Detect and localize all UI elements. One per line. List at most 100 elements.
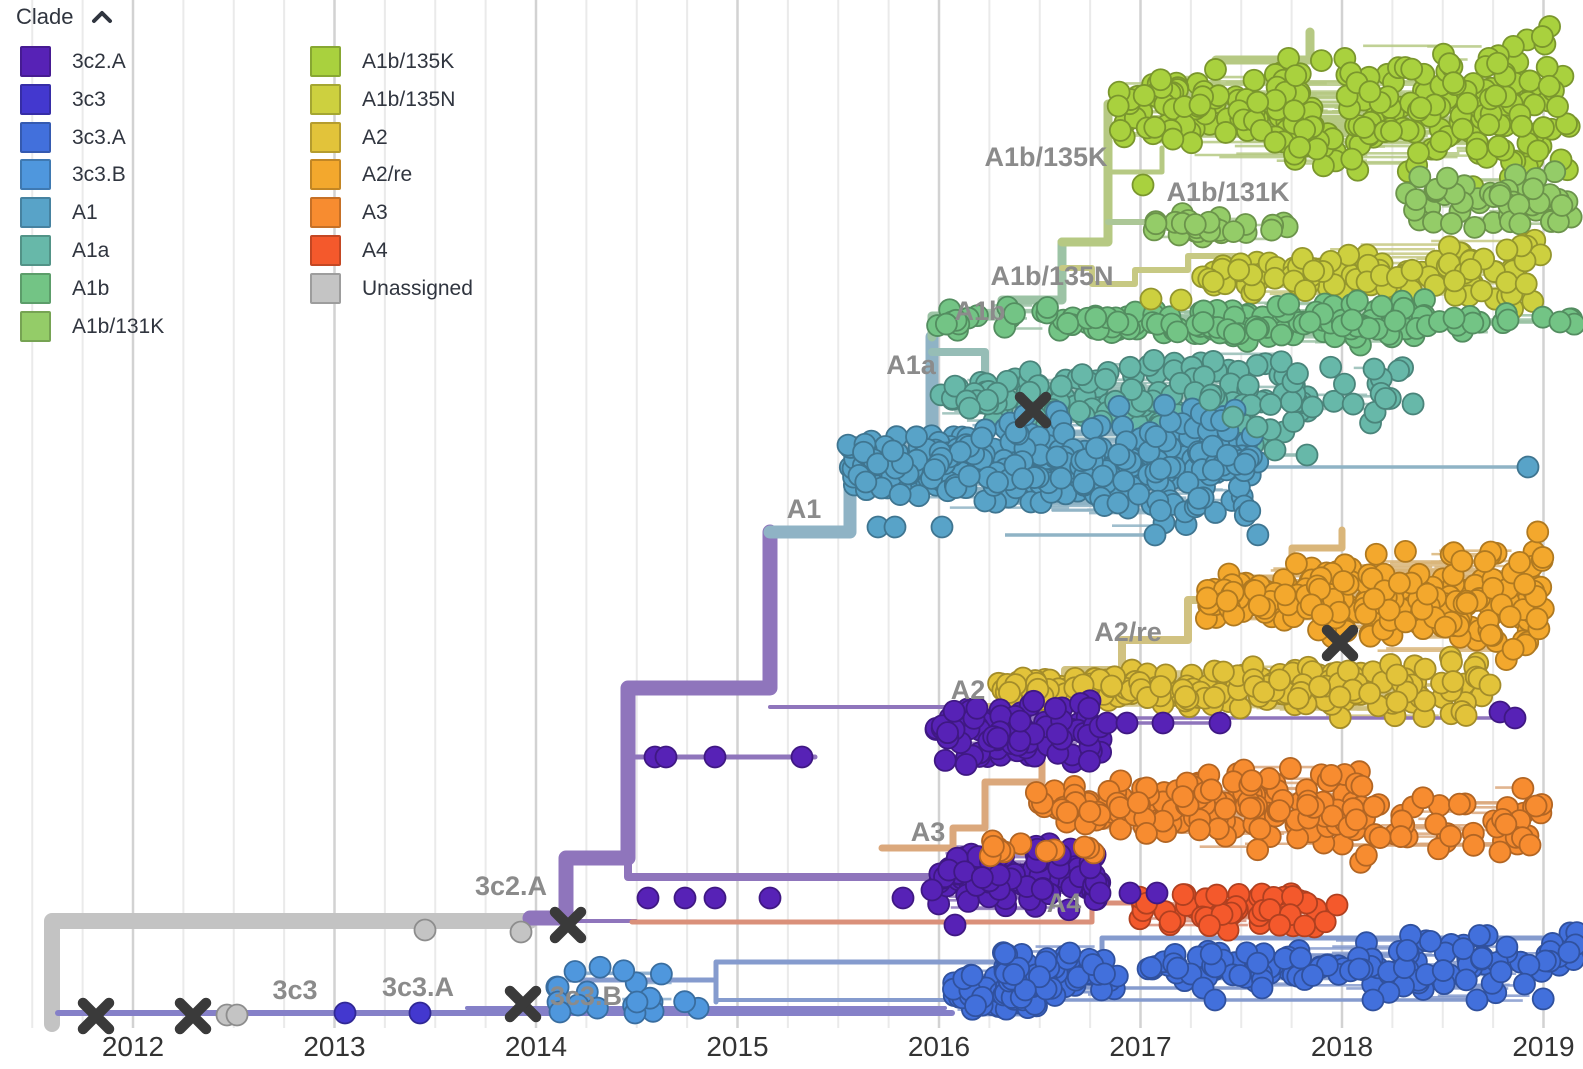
tip[interactable]: [1530, 25, 1554, 48]
tip[interactable]: [1174, 685, 1197, 709]
tip[interactable]: [1107, 443, 1131, 467]
tip[interactable]: [1072, 472, 1096, 495]
tip[interactable]: [1195, 586, 1219, 610]
tip[interactable]: [1208, 711, 1232, 735]
legend-item-label[interactable]: 3c3: [72, 87, 106, 111]
tip[interactable]: [1411, 786, 1435, 810]
tip[interactable]: [1537, 74, 1561, 98]
legend-item-label[interactable]: A1b/131K: [72, 314, 165, 338]
tip[interactable]: [1171, 785, 1195, 809]
tip[interactable]: [1246, 838, 1270, 862]
tip[interactable]: [881, 439, 905, 463]
tip[interactable]: [1302, 259, 1326, 283]
tip[interactable]: [1374, 387, 1397, 410]
tip[interactable]: [1489, 960, 1513, 984]
tip[interactable]: [413, 918, 437, 942]
tip[interactable]: [1106, 310, 1130, 334]
tip[interactable]: [1228, 964, 1252, 987]
tip[interactable]: [1270, 323, 1293, 347]
tip[interactable]: [1115, 711, 1139, 735]
tip[interactable]: [1108, 119, 1132, 142]
tip[interactable]: [1171, 883, 1195, 906]
tip[interactable]: [943, 913, 967, 937]
legend-item-label[interactable]: A1b/135N: [362, 87, 456, 111]
tip[interactable]: [1455, 591, 1479, 615]
tip[interactable]: [1056, 312, 1080, 335]
tip[interactable]: [1454, 968, 1478, 992]
legend-swatch-A2[interactable]: [310, 121, 341, 153]
tip[interactable]: [1286, 686, 1310, 710]
tip[interactable]: [1247, 594, 1271, 618]
tip[interactable]: [1198, 388, 1222, 412]
tip[interactable]: [1333, 372, 1356, 396]
tip[interactable]: [758, 886, 782, 910]
tip[interactable]: [1131, 173, 1155, 197]
trunk-branch-Unassigned[interactable]: [44, 913, 538, 1032]
tip[interactable]: [1288, 135, 1311, 159]
clade-label-A1b/135N[interactable]: A1b/135N: [990, 261, 1113, 291]
tip[interactable]: [649, 962, 673, 986]
tip[interactable]: [970, 426, 994, 450]
tip[interactable]: [993, 942, 1017, 966]
tip[interactable]: [1487, 134, 1510, 158]
tip[interactable]: [673, 886, 697, 910]
tip[interactable]: [333, 1001, 357, 1025]
tip[interactable]: [1486, 51, 1509, 75]
tip[interactable]: [1142, 348, 1166, 372]
legend-swatch-3c3.B[interactable]: [20, 159, 51, 191]
tip[interactable]: [1120, 378, 1143, 401]
tip[interactable]: [1524, 794, 1548, 818]
tip[interactable]: [1431, 959, 1455, 982]
tip[interactable]: [1112, 469, 1136, 493]
clade-label-A2/re[interactable]: A2/re: [1094, 617, 1162, 647]
tip[interactable]: [1347, 957, 1371, 981]
tip[interactable]: [1463, 215, 1487, 239]
tip[interactable]: [1002, 963, 1026, 986]
tip[interactable]: [1433, 615, 1457, 639]
tip[interactable]: [1419, 929, 1442, 953]
tip[interactable]: [1187, 486, 1211, 510]
clade-label-A1b/131K[interactable]: A1b/131K: [1166, 177, 1290, 207]
clade-label-3c2.A[interactable]: 3c2.A: [475, 871, 547, 901]
tip[interactable]: [933, 749, 957, 772]
tip[interactable]: [1118, 881, 1142, 905]
tip[interactable]: [1188, 93, 1212, 117]
tip[interactable]: [1003, 302, 1026, 326]
trunk-branch-A4[interactable]: [629, 900, 1145, 925]
tip[interactable]: [1008, 709, 1032, 733]
tip[interactable]: [1409, 96, 1433, 120]
tip[interactable]: [854, 470, 878, 494]
legend-item-label[interactable]: A1: [72, 201, 98, 225]
tip[interactable]: [1429, 130, 1453, 153]
tip[interactable]: [1212, 660, 1235, 684]
tip[interactable]: [1144, 212, 1168, 236]
legend-item-label[interactable]: 3c2.A: [72, 50, 126, 73]
tip[interactable]: [1336, 659, 1360, 683]
tip[interactable]: [1088, 881, 1112, 905]
tip[interactable]: [1246, 951, 1270, 975]
tip[interactable]: [1516, 455, 1540, 479]
clade-label-A1a[interactable]: A1a: [886, 350, 937, 380]
legend-item-label[interactable]: A2: [362, 125, 388, 149]
tip[interactable]: [1153, 393, 1176, 417]
tip[interactable]: [1440, 212, 1463, 235]
tip[interactable]: [1221, 405, 1245, 429]
tip[interactable]: [1488, 840, 1512, 864]
tip[interactable]: [1240, 769, 1264, 793]
legend-item-label[interactable]: 3c3.A: [72, 125, 126, 149]
clade-label-3c3[interactable]: 3c3: [272, 975, 317, 1005]
tip[interactable]: [1557, 940, 1581, 964]
tip[interactable]: [1394, 540, 1417, 563]
legend-item-label[interactable]: A1b/135K: [362, 50, 455, 73]
tip[interactable]: [1389, 825, 1413, 848]
tip[interactable]: [1045, 445, 1069, 469]
tip[interactable]: [1246, 523, 1270, 547]
tip[interactable]: [1439, 824, 1462, 848]
legend-item-label[interactable]: A1b: [72, 276, 110, 300]
tip[interactable]: [1525, 607, 1549, 631]
tip[interactable]: [1415, 582, 1439, 606]
tip[interactable]: [1495, 238, 1519, 262]
tip[interactable]: [1495, 270, 1519, 294]
legend-swatch-A4[interactable]: [310, 235, 341, 266]
